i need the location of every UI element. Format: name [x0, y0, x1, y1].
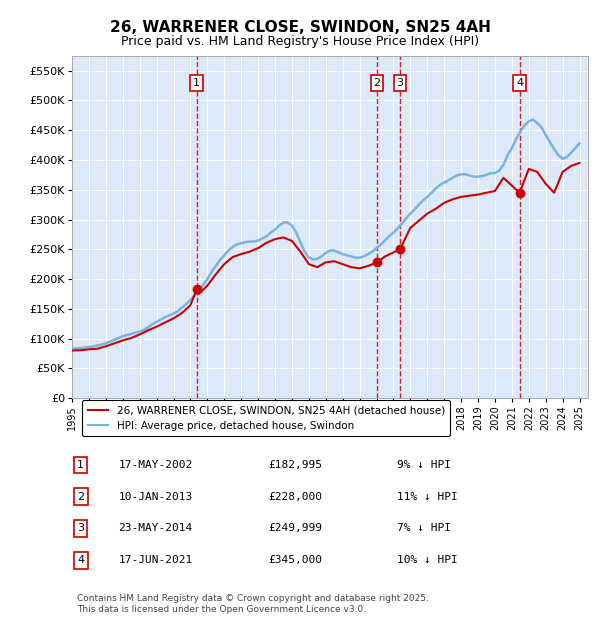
- Legend: 26, WARRENER CLOSE, SWINDON, SN25 4AH (detached house), HPI: Average price, deta: 26, WARRENER CLOSE, SWINDON, SN25 4AH (d…: [82, 401, 450, 436]
- Text: £345,000: £345,000: [268, 555, 322, 565]
- Text: 3: 3: [77, 523, 84, 533]
- Text: 2: 2: [373, 78, 380, 88]
- Text: 17-MAY-2002: 17-MAY-2002: [118, 460, 193, 470]
- Text: 9% ↓ HPI: 9% ↓ HPI: [397, 460, 451, 470]
- Text: 1: 1: [77, 460, 84, 470]
- Text: 2: 2: [77, 492, 84, 502]
- Text: £182,995: £182,995: [268, 460, 322, 470]
- Text: Contains HM Land Registry data © Crown copyright and database right 2025.
This d: Contains HM Land Registry data © Crown c…: [77, 594, 429, 614]
- Text: 10% ↓ HPI: 10% ↓ HPI: [397, 555, 458, 565]
- Text: 4: 4: [77, 555, 84, 565]
- Text: 1: 1: [193, 78, 200, 88]
- Text: 23-MAY-2014: 23-MAY-2014: [118, 523, 193, 533]
- Text: 10-JAN-2013: 10-JAN-2013: [118, 492, 193, 502]
- Text: Price paid vs. HM Land Registry's House Price Index (HPI): Price paid vs. HM Land Registry's House …: [121, 35, 479, 48]
- Text: 11% ↓ HPI: 11% ↓ HPI: [397, 492, 458, 502]
- Text: 4: 4: [516, 78, 523, 88]
- Text: 7% ↓ HPI: 7% ↓ HPI: [397, 523, 451, 533]
- Text: 3: 3: [397, 78, 404, 88]
- Text: 26, WARRENER CLOSE, SWINDON, SN25 4AH: 26, WARRENER CLOSE, SWINDON, SN25 4AH: [110, 20, 490, 35]
- Text: £228,000: £228,000: [268, 492, 322, 502]
- Text: 17-JUN-2021: 17-JUN-2021: [118, 555, 193, 565]
- Text: £249,999: £249,999: [268, 523, 322, 533]
